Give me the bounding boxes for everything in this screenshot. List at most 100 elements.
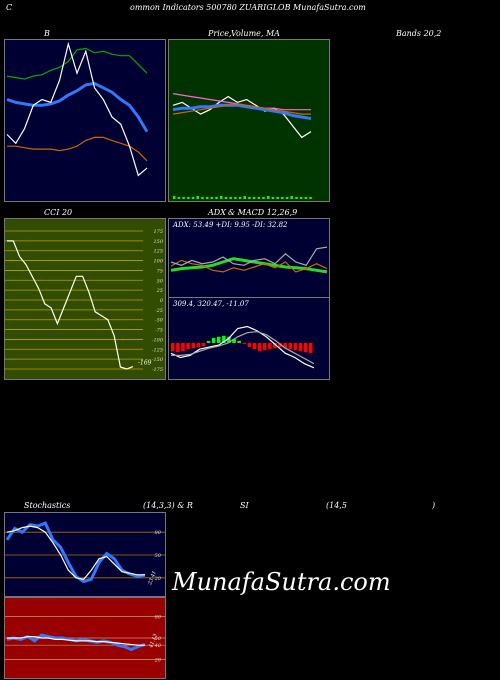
cci-tick-label: -100	[152, 337, 164, 343]
cci-tick-label: -125	[152, 347, 163, 353]
macd-histogram-bar	[303, 343, 308, 353]
cci-tick-label: 150	[153, 239, 163, 245]
macd-histogram-bar	[257, 343, 262, 352]
macd-histogram-bar	[227, 336, 231, 343]
macd-histogram-bar	[273, 343, 277, 349]
bollinger_bands-series-upper	[6, 47, 148, 80]
stoch-value-label: 23.41	[147, 570, 158, 586]
macd-histogram-bar	[196, 343, 201, 348]
volume-bar	[215, 197, 218, 199]
macd-histogram-bar	[176, 343, 180, 353]
volume-bar	[262, 197, 265, 199]
bollinger_bands-series-middle	[6, 81, 149, 133]
cci-series-cci	[7, 240, 134, 370]
macd-panel: 309.4, 320.47, -11.07	[168, 297, 330, 380]
adx-chart	[170, 246, 328, 274]
macd-histogram-bar	[278, 343, 282, 348]
macd-histogram-bar	[222, 335, 226, 343]
volume-bar	[238, 197, 242, 199]
macd-histogram-bar	[191, 343, 196, 349]
bb-label: B	[44, 29, 50, 38]
stoch-label-2: (14,3,3) & R	[143, 501, 193, 510]
price_volume_ma-series-price	[172, 95, 312, 139]
rsi-tick-label: 80	[155, 614, 162, 620]
rsi-panel: 80 50 40 20 41.13	[4, 597, 166, 679]
adx-panel: ADX: 53.49 +DI: 9.95 -DI: 32.82	[168, 218, 330, 298]
stochastics-panel: 80 50 20 23.41	[4, 512, 166, 597]
volume-bar	[304, 197, 308, 199]
macd-histogram-bar	[206, 340, 211, 343]
adx-series--di	[170, 259, 328, 273]
page-title: ommon Indicators 500780 ZUARIGLOB Munafa…	[130, 3, 366, 12]
macd-histogram-bar	[262, 343, 267, 351]
volume-bar	[243, 196, 246, 199]
adx-label: ADX	[208, 208, 226, 217]
adx-series-adx	[170, 257, 328, 274]
price_volume_ma-series-ma-b	[172, 103, 312, 120]
volume-bar	[201, 197, 204, 199]
cci-value-label: -169	[138, 360, 152, 367]
cci-tick-label: 175	[153, 229, 163, 235]
macd-histogram-bar	[201, 343, 206, 347]
rsi-series-rsi	[6, 633, 146, 652]
volume-bar	[210, 197, 214, 199]
cci-tick-label: -50	[155, 318, 164, 324]
volume-bar	[257, 197, 261, 199]
stochastics-series--d	[6, 525, 145, 580]
macd-histogram-bar	[216, 336, 221, 343]
rsi-value-label: 41.13	[148, 633, 159, 649]
price-ma-panel	[168, 39, 330, 202]
cci-tick-label: 100	[153, 259, 163, 265]
volume-bar	[285, 197, 289, 199]
macd-histogram-bar	[171, 343, 175, 352]
cci-tick-label: 0	[160, 298, 164, 304]
macd-histogram-bar	[283, 343, 287, 349]
macd-histogram-bar	[293, 343, 298, 351]
cci-chart: 175 150 125 100 75 50 25 0 -25 -50 -75 -100 -125 -150…	[5, 229, 164, 373]
volume-bar	[173, 196, 176, 199]
macd-histogram-bar	[268, 343, 272, 350]
macd-chart	[170, 325, 315, 369]
volume-bar	[234, 197, 237, 199]
stoch-tick-label: 50	[155, 553, 162, 559]
macd-label: & MACD 12,26,9	[228, 208, 298, 217]
macd-histogram-bar	[288, 343, 293, 350]
bollinger-panel	[4, 39, 166, 202]
volume-bar	[191, 197, 195, 199]
rsi-series-rsi-ma	[7, 635, 145, 646]
macd-histogram-bar	[308, 343, 313, 354]
volume-bar	[229, 197, 232, 199]
cci-tick-label: 75	[157, 268, 163, 274]
stochastics-series--k	[5, 521, 146, 584]
volume-bar	[267, 196, 270, 199]
volume-bar	[299, 197, 303, 199]
volume-bar	[220, 196, 223, 199]
volume-bar	[177, 197, 181, 199]
cci-tick-label: -175	[152, 367, 163, 373]
cci-tick-label: -75	[155, 328, 163, 334]
bollinger_bands-series-lower	[7, 136, 148, 162]
cci-tick-label: 50	[157, 278, 164, 284]
volume-label: Volume, MA	[231, 29, 280, 38]
adx-values: ADX: 53.49 +DI: 9.95 -DI: 32.82	[173, 221, 288, 229]
bollinger_bands-series-price	[6, 41, 148, 177]
stoch-label-5: )	[432, 501, 436, 510]
macd-histogram-bar	[298, 343, 303, 352]
macd-histogram-bar	[232, 338, 236, 343]
volume-bar	[182, 197, 185, 199]
macd-histogram-bar	[186, 343, 190, 350]
cci-tick-label: -150	[152, 357, 164, 363]
price-ma-chart	[172, 93, 312, 199]
rsi-tick-label: 20	[154, 658, 162, 664]
macd-values: 309.4, 320.47, -11.07	[173, 300, 249, 308]
volume-bar	[224, 197, 228, 199]
volume-bar	[205, 197, 209, 199]
rsi-tick-label: 40	[154, 643, 162, 649]
stoch-label-4: (14,5	[326, 501, 347, 510]
header-left-char: C	[6, 3, 13, 12]
volume-bar	[281, 197, 284, 199]
rsi-tick-label: 50	[155, 636, 162, 642]
volume-bar	[248, 197, 251, 199]
